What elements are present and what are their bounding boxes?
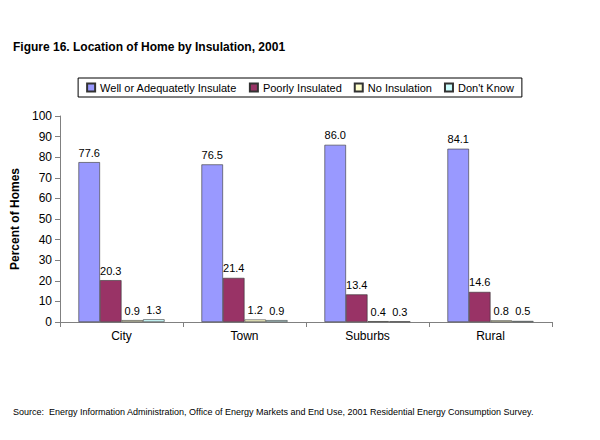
- svg-text:Suburbs: Suburbs: [345, 329, 390, 343]
- svg-text:Poorly Insulated: Poorly Insulated: [263, 82, 342, 94]
- svg-text:Source: Energy Information Ad: Source: Energy Information Administratio…: [13, 407, 533, 417]
- svg-text:76.5: 76.5: [202, 149, 223, 161]
- svg-text:City: City: [111, 329, 132, 343]
- svg-text:No Insulation: No Insulation: [368, 82, 432, 94]
- svg-text:Town: Town: [230, 329, 258, 343]
- svg-text:30: 30: [39, 253, 53, 267]
- svg-text:1.3: 1.3: [146, 304, 161, 316]
- svg-text:0.5: 0.5: [515, 305, 530, 317]
- svg-text:1.2: 1.2: [248, 304, 263, 316]
- svg-text:40: 40: [39, 233, 53, 247]
- svg-text:86.0: 86.0: [325, 129, 346, 141]
- svg-text:20.3: 20.3: [100, 265, 121, 277]
- svg-text:80: 80: [39, 150, 53, 164]
- svg-text:Figure 16. Location of Home by: Figure 16. Location of Home by Insulatio…: [13, 40, 285, 54]
- svg-text:0.3: 0.3: [392, 306, 407, 318]
- svg-text:100: 100: [32, 109, 52, 123]
- svg-text:0.8: 0.8: [494, 305, 509, 317]
- svg-text:0.4: 0.4: [371, 306, 386, 318]
- svg-text:60: 60: [39, 191, 53, 205]
- svg-text:Well or Adequatetly Insulate: Well or Adequatetly Insulate: [100, 82, 236, 94]
- svg-text:77.6: 77.6: [79, 147, 100, 159]
- svg-text:70: 70: [39, 171, 53, 185]
- svg-text:20: 20: [39, 274, 53, 288]
- svg-text:90: 90: [39, 130, 53, 144]
- svg-text:Don't Know: Don't Know: [458, 82, 514, 94]
- svg-text:14.6: 14.6: [469, 276, 490, 288]
- svg-text:Rural: Rural: [476, 329, 505, 343]
- svg-text:84.1: 84.1: [448, 133, 469, 145]
- svg-text:50: 50: [39, 212, 53, 226]
- svg-text:Percent of Homes: Percent of Homes: [8, 168, 22, 270]
- svg-text:10: 10: [39, 294, 53, 308]
- svg-text:0.9: 0.9: [269, 305, 284, 317]
- svg-text:0: 0: [45, 315, 52, 329]
- svg-text:13.4: 13.4: [346, 279, 367, 291]
- svg-text:21.4: 21.4: [223, 262, 244, 274]
- svg-text:0.9: 0.9: [125, 305, 140, 317]
